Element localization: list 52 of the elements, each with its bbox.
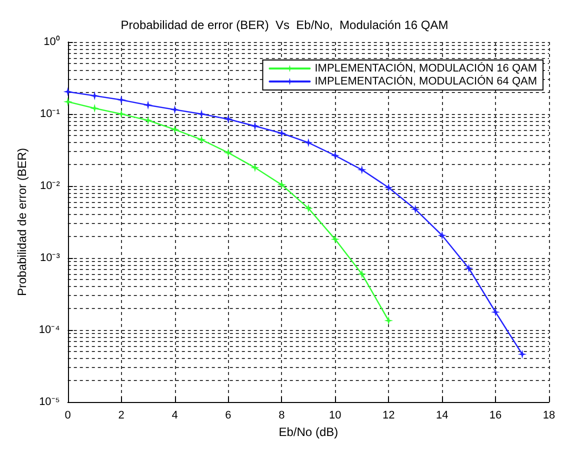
x-tick-label: 10 xyxy=(329,410,342,422)
x-tick-label: 8 xyxy=(278,410,285,422)
point xyxy=(250,122,260,131)
x-tick-label: 6 xyxy=(225,410,232,422)
point xyxy=(224,114,233,124)
x-tick-label: 12 xyxy=(382,410,395,422)
legend-label: IMPLEMENTACIÓN, MODULACIÓN 64 QAM xyxy=(314,74,538,88)
point xyxy=(357,165,366,174)
y-tick-label: 10⁻¹ xyxy=(40,108,60,120)
point xyxy=(304,204,313,213)
point xyxy=(144,100,153,110)
point xyxy=(518,350,527,359)
point xyxy=(491,308,500,317)
point xyxy=(330,234,340,244)
point xyxy=(384,183,394,192)
point xyxy=(330,151,340,160)
point xyxy=(90,91,100,100)
legend-label: IMPLEMENTACIÓN, MODULACIÓN 16 QAM xyxy=(314,62,538,74)
x-tick-label: 0 xyxy=(64,410,71,422)
x-tick-label: 14 xyxy=(436,410,448,422)
point xyxy=(438,230,447,240)
point xyxy=(277,180,286,190)
point xyxy=(63,87,72,96)
point xyxy=(144,116,153,125)
x-axis-title: Eb/No (dB) xyxy=(278,424,338,439)
y-tick-label: 10⁻⁵ xyxy=(39,396,60,408)
point xyxy=(116,95,126,104)
x-tick-label: 2 xyxy=(118,410,124,422)
chart-title: Probabilidad de error (BER) Vs Eb/No, Modulación 16 QAM xyxy=(120,18,448,32)
point xyxy=(357,269,366,278)
point xyxy=(224,148,233,158)
point xyxy=(410,204,420,214)
point xyxy=(197,135,206,144)
point xyxy=(90,104,100,113)
point xyxy=(63,97,72,106)
y-tick-label: 10⁻⁴ xyxy=(38,324,60,336)
point xyxy=(304,138,313,148)
y-tick-label: 10⁰ xyxy=(44,35,60,48)
point xyxy=(277,128,286,138)
point xyxy=(384,316,394,326)
x-tick-label: 4 xyxy=(172,410,178,422)
x-tick-label: 16 xyxy=(489,410,502,422)
point xyxy=(464,264,474,273)
point xyxy=(170,105,180,114)
x-tick-label: 18 xyxy=(542,410,556,422)
point xyxy=(250,163,260,172)
y-tick-label: 10⁻³ xyxy=(40,252,60,264)
y-tick-label: 10⁻² xyxy=(40,180,60,192)
y-axis-title: Probabilidad de error (BER) xyxy=(15,148,29,296)
point xyxy=(170,124,180,134)
point xyxy=(197,110,206,118)
point xyxy=(116,110,126,118)
